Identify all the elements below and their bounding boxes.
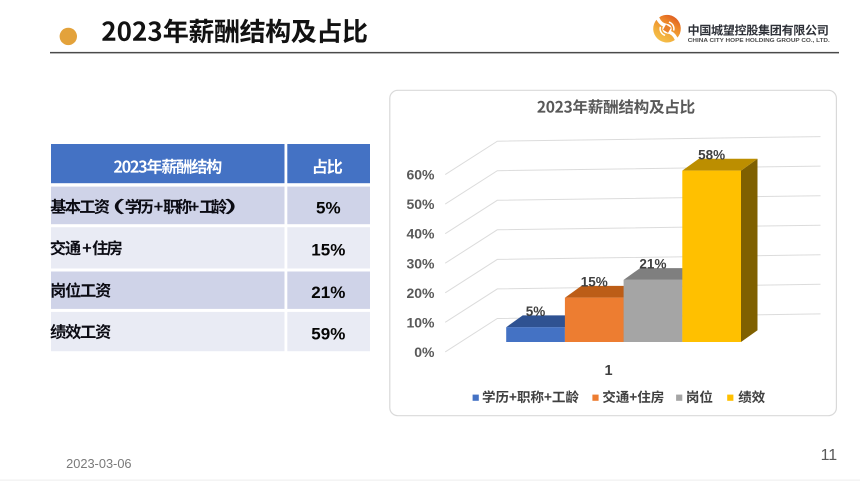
svg-text:21%: 21% xyxy=(311,283,345,302)
svg-text:50%: 50% xyxy=(406,196,435,212)
svg-text:20%: 20% xyxy=(406,285,435,301)
svg-text:40%: 40% xyxy=(406,226,435,242)
svg-text:15%: 15% xyxy=(311,241,345,260)
svg-text:30%: 30% xyxy=(406,255,435,271)
svg-text:0%: 0% xyxy=(414,344,435,360)
svg-text:11: 11 xyxy=(821,447,838,464)
svg-text:60%: 60% xyxy=(406,167,435,183)
svg-text:5%: 5% xyxy=(526,304,546,319)
svg-text:15%: 15% xyxy=(581,274,608,289)
svg-text:58%: 58% xyxy=(698,147,725,162)
svg-text:2023-03-06: 2023-03-06 xyxy=(66,456,131,471)
svg-text:59%: 59% xyxy=(311,324,345,343)
svg-text:10%: 10% xyxy=(406,314,435,330)
svg-text:1: 1 xyxy=(605,363,613,379)
svg-text:21%: 21% xyxy=(639,257,666,272)
svg-text:5%: 5% xyxy=(316,198,341,217)
svg-text:CHINA CITY HOPE HOLDING GROUP: CHINA CITY HOPE HOLDING GROUP CO., LTD. xyxy=(688,38,830,44)
